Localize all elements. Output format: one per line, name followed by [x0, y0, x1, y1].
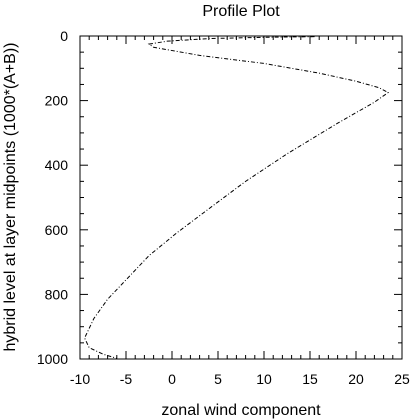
x-tick-label: 0 — [168, 371, 176, 387]
x-tick-label: -5 — [120, 371, 133, 387]
y-tick-label: 600 — [45, 222, 69, 238]
y-tick-labels: 0 200 400 600 800 1000 — [37, 28, 68, 367]
x-tick-label: 20 — [348, 371, 364, 387]
x-tick-labels: -10 -5 0 5 10 15 20 25 — [70, 371, 410, 387]
series-line — [84, 36, 390, 359]
y-tick-label: 1000 — [37, 351, 68, 367]
chart-title: Profile Plot — [202, 3, 280, 20]
x-tick-label: 5 — [214, 371, 222, 387]
x-tick-label: 15 — [302, 371, 318, 387]
y-axis-label: hybrid level at layer midpoints (1000*(A… — [2, 42, 19, 351]
y-tick-label: 0 — [60, 28, 68, 44]
x-axis-label: zonal wind component — [161, 402, 321, 419]
x-tick-label: -10 — [70, 371, 90, 387]
x-tick-label: 10 — [256, 371, 272, 387]
axis-ticks — [79, 35, 403, 360]
x-tick-label: 25 — [394, 371, 410, 387]
y-tick-label: 800 — [45, 286, 69, 302]
y-tick-label: 400 — [45, 157, 69, 173]
plot-frame — [79, 35, 403, 360]
y-tick-label: 200 — [45, 93, 69, 109]
